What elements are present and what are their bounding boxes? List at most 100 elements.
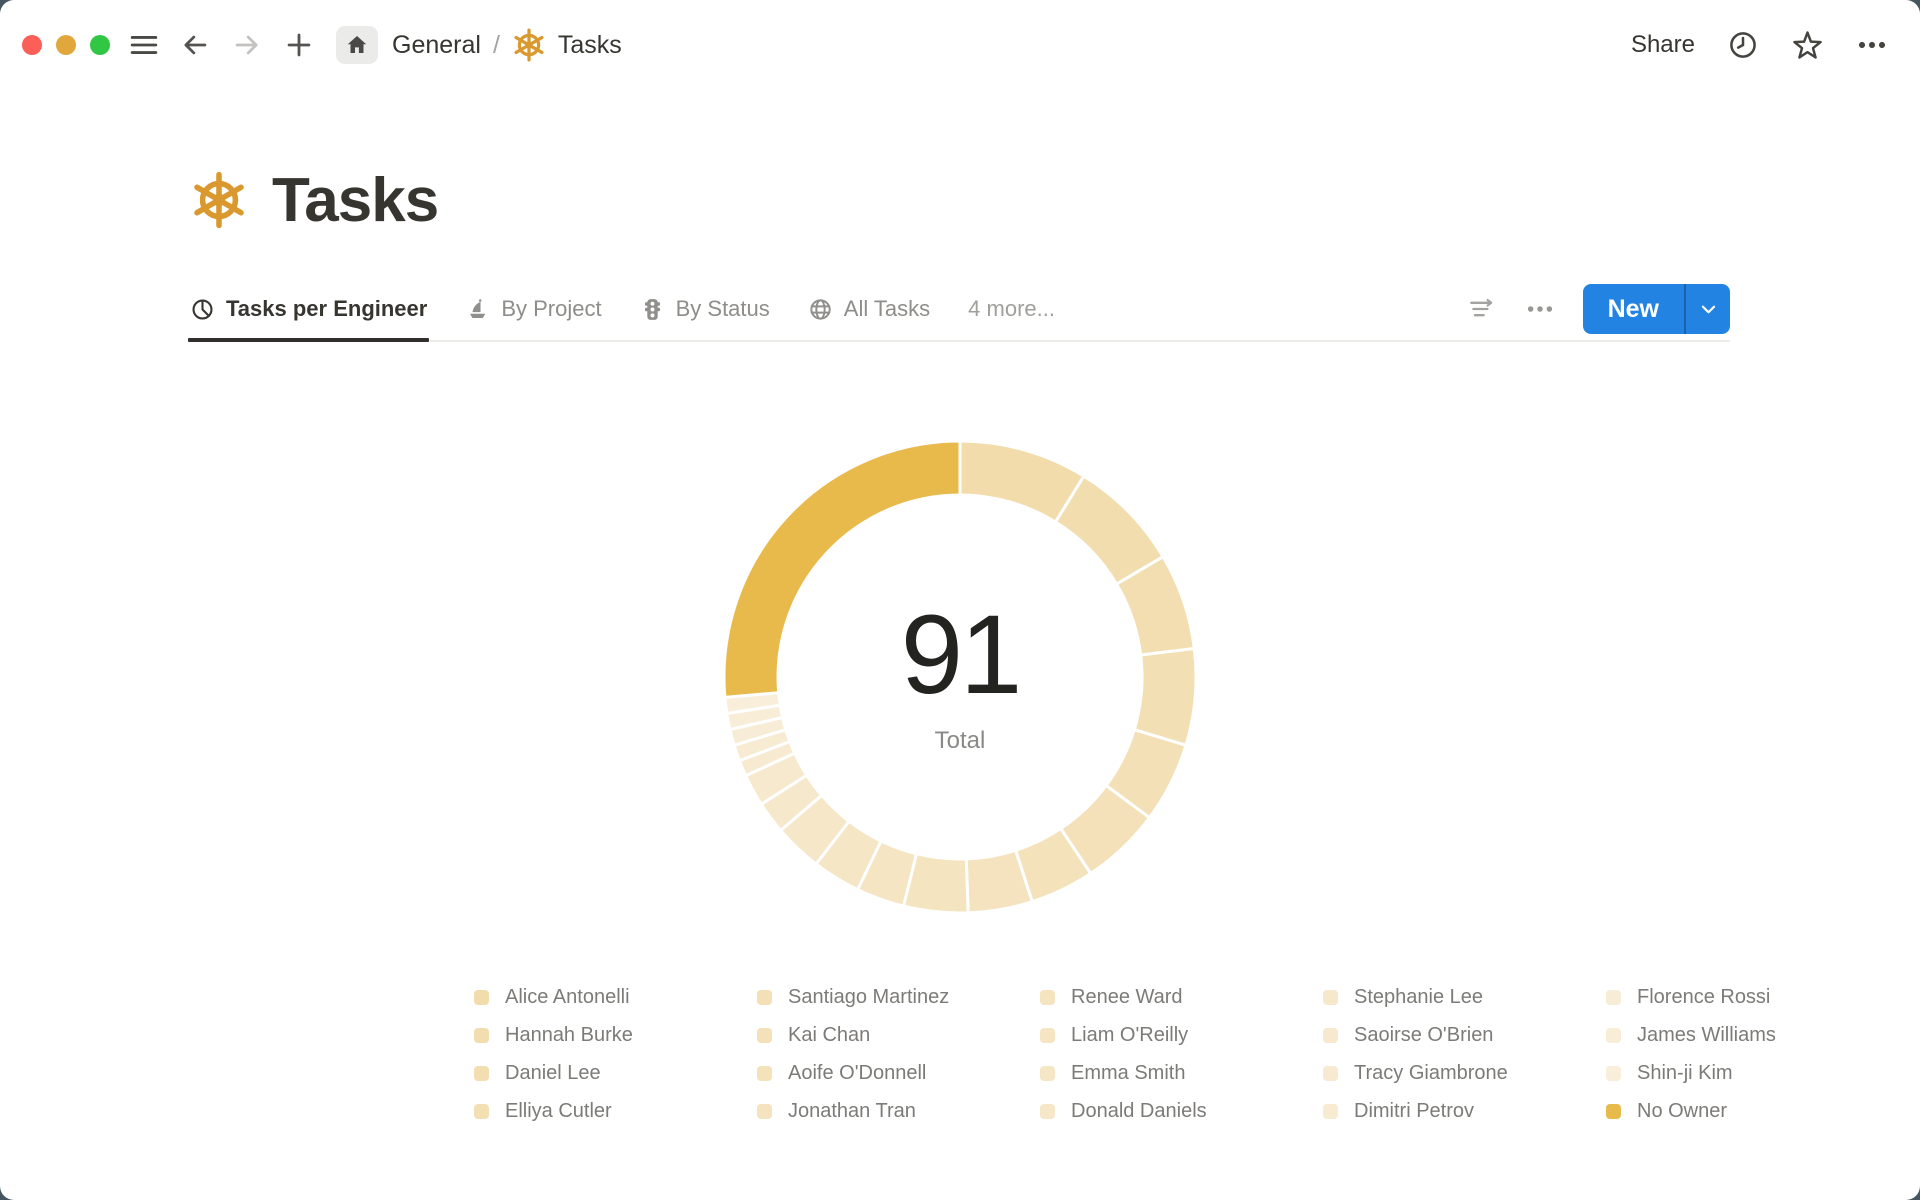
legend-label: Renee Ward <box>1071 985 1183 1008</box>
legend-label: Daniel Lee <box>505 1061 601 1084</box>
tab-label: By Status <box>675 296 770 321</box>
chevron-down-icon <box>1701 305 1715 313</box>
legend-item[interactable]: Renee Ward <box>1040 986 1323 1009</box>
breadcrumb-root[interactable]: General <box>392 30 481 59</box>
legend-item[interactable]: Kai Chan <box>757 1024 1040 1047</box>
pie-slice-no-owner[interactable] <box>722 439 962 699</box>
legend-swatch <box>757 1065 772 1081</box>
legend-label: Kai Chan <box>788 1023 871 1046</box>
legend-swatch <box>1323 989 1338 1005</box>
page-title: Tasks <box>272 165 439 235</box>
view-tabs: Tasks per Engineer By Project <box>187 278 1730 342</box>
page-helm-icon <box>194 171 244 229</box>
legend-swatch <box>474 1027 489 1043</box>
legend-swatch <box>1606 989 1621 1005</box>
legend-label: Saoirse O'Brien <box>1354 1023 1494 1046</box>
legend-label: Shin-ji Kim <box>1637 1061 1733 1084</box>
legend-item[interactable]: Florence Rossi <box>1606 986 1889 1009</box>
tab-more[interactable]: 4 more... <box>968 278 1055 340</box>
new-dropdown-button[interactable] <box>1686 284 1730 334</box>
legend-swatch <box>1323 1103 1338 1119</box>
legend-item[interactable]: Dimitri Petrov <box>1323 1100 1606 1123</box>
tab-label: By Project <box>501 296 602 321</box>
legend-item[interactable]: Santiago Martinez <box>757 986 1040 1009</box>
legend-swatch <box>1606 1103 1621 1119</box>
tab-by-project[interactable]: By Project <box>465 278 602 340</box>
traffic-lights <box>22 35 110 55</box>
legend-item[interactable]: Jonathan Tran <box>757 1100 1040 1123</box>
back-arrow-icon[interactable] <box>180 31 210 59</box>
legend-swatch <box>474 1065 489 1081</box>
zoom-button[interactable] <box>90 35 110 55</box>
more-icon[interactable] <box>1856 29 1888 61</box>
traffic-light-icon <box>644 298 660 320</box>
legend-item[interactable]: Hannah Burke <box>474 1024 757 1047</box>
new-button-label: New <box>1607 294 1659 323</box>
breadcrumb: General / Tasks <box>392 28 622 62</box>
legend-label: Hannah Burke <box>505 1023 633 1046</box>
legend-swatch <box>474 1103 489 1119</box>
legend-swatch <box>1040 1027 1055 1043</box>
legend-item[interactable]: Donald Daniels <box>1040 1100 1323 1123</box>
legend-label: Jonathan Tran <box>788 1099 916 1122</box>
pie-slice-elliya-cutler[interactable] <box>1132 646 1198 748</box>
minimize-button[interactable] <box>56 35 76 55</box>
legend-item[interactable]: Emma Smith <box>1040 1062 1323 1085</box>
legend-swatch <box>1040 989 1055 1005</box>
view-options-icon[interactable] <box>1525 294 1555 324</box>
breadcrumb-separator: / <box>492 30 500 59</box>
clock-icon[interactable] <box>1727 29 1759 61</box>
forward-arrow-icon[interactable] <box>232 31 262 59</box>
legend-swatch <box>1323 1027 1338 1043</box>
globe-icon <box>810 298 831 320</box>
tab-all-tasks[interactable]: All Tasks <box>808 278 930 340</box>
legend-label: Aoife O'Donnell <box>788 1061 927 1084</box>
home-button[interactable] <box>336 26 378 64</box>
star-icon[interactable] <box>1791 29 1824 62</box>
tab-label: Tasks per Engineer <box>226 296 428 321</box>
legend-item[interactable]: Stephanie Lee <box>1323 986 1606 1009</box>
new-button[interactable]: New <box>1583 284 1684 334</box>
breadcrumb-current[interactable]: Tasks <box>557 30 622 59</box>
legend-swatch <box>757 1103 772 1119</box>
legend-item[interactable]: Daniel Lee <box>474 1062 757 1085</box>
legend-swatch <box>1040 1103 1055 1119</box>
legend-label: Alice Antonelli <box>505 985 630 1008</box>
legend-item[interactable]: No Owner <box>1606 1100 1889 1123</box>
legend-item[interactable]: Tracy Giambrone <box>1323 1062 1606 1085</box>
legend-label: Santiago Martinez <box>788 985 950 1008</box>
ship-helm-icon <box>512 28 546 62</box>
sailboat-icon <box>470 298 486 318</box>
new-button-divider <box>1684 284 1686 334</box>
legend-item[interactable]: Shin-ji Kim <box>1606 1062 1889 1085</box>
home-icon <box>347 36 367 53</box>
legend-swatch <box>757 1027 772 1043</box>
legend-item[interactable]: Aoife O'Donnell <box>757 1062 1040 1085</box>
legend-item[interactable]: Saoirse O'Brien <box>1323 1024 1606 1047</box>
tab-label: All Tasks <box>843 296 931 321</box>
menu-icon[interactable] <box>130 32 158 58</box>
legend-item[interactable]: James Williams <box>1606 1024 1889 1047</box>
tab-tasks-per-engineer[interactable]: Tasks per Engineer <box>187 278 430 342</box>
legend-label: Elliya Cutler <box>505 1099 612 1122</box>
legend-item[interactable]: Alice Antonelli <box>474 986 757 1009</box>
filter-sort-icon[interactable] <box>1467 296 1497 322</box>
legend-label: Donald Daniels <box>1071 1099 1207 1122</box>
tab-by-status[interactable]: By Status <box>640 278 770 340</box>
close-button[interactable] <box>22 35 42 55</box>
legend-item[interactable]: Liam O'Reilly <box>1040 1024 1323 1047</box>
chart-legend: Alice Antonelli Hannah Burke Daniel Lee Ell… <box>474 978 1776 1130</box>
new-button-group: New <box>1582 284 1730 334</box>
legend-label: Florence Rossi <box>1637 985 1771 1008</box>
legend-swatch <box>1606 1027 1621 1043</box>
donut-chart-svg <box>722 439 1198 915</box>
legend-label: James Williams <box>1637 1023 1776 1046</box>
share-button[interactable]: Share <box>1630 31 1695 58</box>
pie-chart-icon <box>192 298 213 320</box>
tab-label: 4 more... <box>968 296 1055 321</box>
plus-icon[interactable] <box>284 31 314 59</box>
page-header: Tasks <box>190 166 1730 235</box>
legend-swatch <box>474 989 489 1005</box>
legend-item[interactable]: Elliya Cutler <box>474 1100 757 1123</box>
